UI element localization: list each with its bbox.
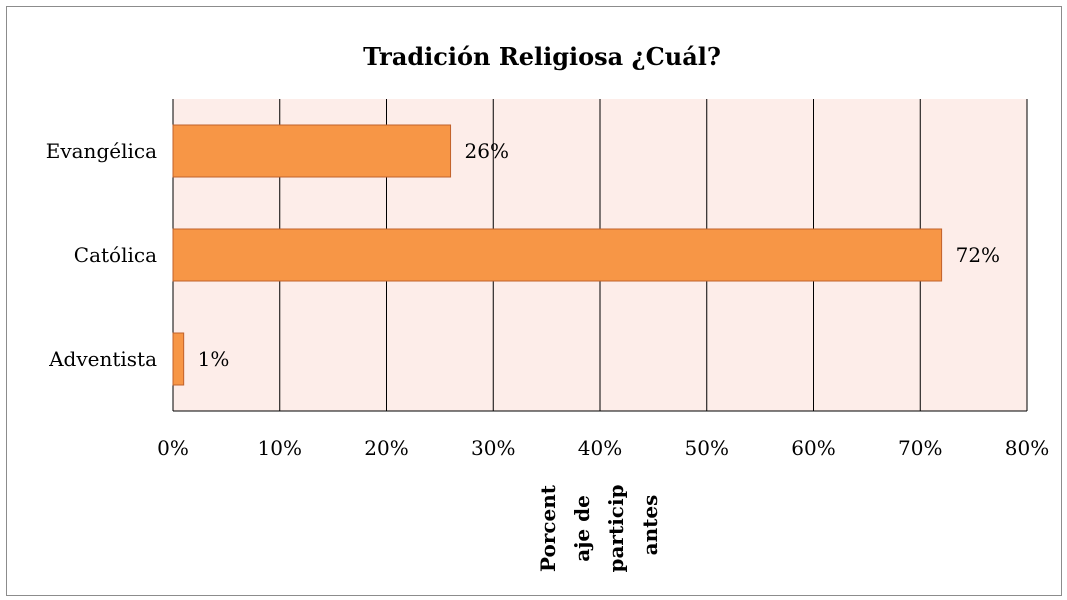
x-tick-label: 20% (364, 436, 408, 460)
x-tick-label: 50% (685, 436, 729, 460)
x-tick-label: 70% (898, 436, 942, 460)
x-axis-title-line-4: antes (638, 495, 662, 556)
data-label: 26% (465, 139, 509, 163)
x-tick-label: 40% (578, 436, 622, 460)
x-tick-label: 0% (157, 436, 189, 460)
x-tick-label: 30% (471, 436, 515, 460)
category-label: Evangélica (46, 139, 157, 163)
bar (172, 228, 943, 282)
x-axis-title-line-2: aje de (570, 495, 594, 562)
x-tick-label: 80% (1005, 436, 1049, 460)
plot-area: 0% 10% 20% 30% 40% 50% 60% 70% 80% Evangélica 26% C… (46, 99, 1049, 460)
chart-frame: Tradición Religiosa ¿Cuál? 0% 10% 20% 30% 40… (6, 6, 1062, 596)
chart-title: Tradición Religiosa ¿Cuál? (363, 42, 721, 71)
bar-chart: Tradición Religiosa ¿Cuál? 0% 10% 20% 30% 40… (46, 42, 1049, 573)
x-tick-label: 60% (791, 436, 835, 460)
category-label: Adventista (48, 347, 157, 371)
x-axis-title: Porcent aje de particip antes (536, 477, 662, 572)
bar (172, 332, 185, 386)
x-tick-label: 10% (258, 436, 302, 460)
bar (172, 124, 452, 178)
data-label: 1% (198, 347, 230, 371)
category-label: Católica (74, 243, 157, 267)
x-axis-title-line-1: Porcent (536, 484, 560, 572)
data-label: 72% (956, 243, 1000, 267)
x-axis-title-line-3: particip (604, 484, 628, 572)
